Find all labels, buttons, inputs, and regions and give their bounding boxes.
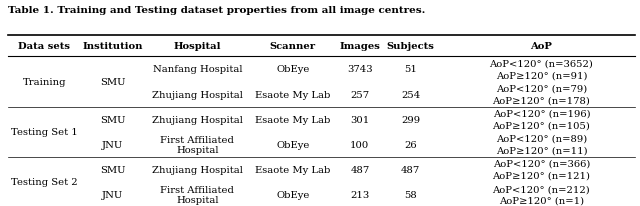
Text: AoP<120° (n=212): AoP<120° (n=212) — [493, 184, 590, 193]
Text: 487: 487 — [350, 165, 369, 174]
Text: ObEye: ObEye — [276, 190, 310, 199]
Text: Nanfang Hospital: Nanfang Hospital — [152, 65, 242, 74]
Text: 51: 51 — [404, 65, 417, 74]
Text: Zhujiang Hospital: Zhujiang Hospital — [152, 90, 243, 99]
Text: First Affiliated
Hospital: First Affiliated Hospital — [161, 135, 234, 154]
Text: Data sets: Data sets — [19, 42, 70, 51]
Text: AoP: AoP — [531, 42, 552, 51]
Text: 3743: 3743 — [347, 65, 372, 74]
Text: AoP<120° (n=89): AoP<120° (n=89) — [496, 134, 587, 143]
Text: AoP<120° (n=196): AoP<120° (n=196) — [493, 109, 590, 118]
Text: Training: Training — [22, 78, 66, 87]
Text: ObEye: ObEye — [276, 140, 310, 149]
Text: JNU: JNU — [102, 190, 124, 199]
Text: Scanner: Scanner — [270, 42, 316, 51]
Text: Hospital: Hospital — [173, 42, 221, 51]
Text: AoP<120° (n=366): AoP<120° (n=366) — [493, 159, 590, 168]
Text: 299: 299 — [401, 115, 420, 124]
Text: 58: 58 — [404, 190, 417, 199]
Text: AoP≥120° (n=1): AoP≥120° (n=1) — [499, 196, 584, 205]
Text: AoP≥120° (n=91): AoP≥120° (n=91) — [496, 71, 587, 80]
Text: AoP≥120° (n=105): AoP≥120° (n=105) — [493, 121, 590, 130]
Text: SMU: SMU — [100, 165, 125, 174]
Text: Images: Images — [339, 42, 380, 51]
Text: 257: 257 — [350, 90, 369, 99]
Text: First Affiliated
Hospital: First Affiliated Hospital — [161, 185, 234, 204]
Text: Testing Set 1: Testing Set 1 — [11, 128, 78, 137]
Text: Table 1. Training and Testing dataset properties from all image centres.: Table 1. Training and Testing dataset pr… — [8, 6, 425, 15]
Text: Esaote My Lab: Esaote My Lab — [255, 165, 331, 174]
Text: Esaote My Lab: Esaote My Lab — [255, 90, 331, 99]
Text: Esaote My Lab: Esaote My Lab — [255, 115, 331, 124]
Text: 100: 100 — [350, 140, 369, 149]
Text: 254: 254 — [401, 90, 420, 99]
Text: JNU: JNU — [102, 140, 124, 149]
Text: Institution: Institution — [83, 42, 143, 51]
Text: AoP≥120° (n=11): AoP≥120° (n=11) — [495, 146, 588, 155]
Text: AoP<120° (n=3652): AoP<120° (n=3652) — [490, 59, 593, 68]
Text: AoP≥120° (n=121): AoP≥120° (n=121) — [492, 171, 591, 180]
Text: 213: 213 — [350, 190, 369, 199]
Text: AoP<120° (n=79): AoP<120° (n=79) — [496, 84, 587, 93]
Text: Zhujiang Hospital: Zhujiang Hospital — [152, 115, 243, 124]
Text: SMU: SMU — [100, 115, 125, 124]
Text: Testing Set 2: Testing Set 2 — [11, 178, 77, 187]
Text: SMU: SMU — [100, 78, 125, 87]
Text: 301: 301 — [350, 115, 369, 124]
Text: ObEye: ObEye — [276, 65, 310, 74]
Text: 26: 26 — [404, 140, 417, 149]
Text: 487: 487 — [401, 165, 420, 174]
Text: Zhujiang Hospital: Zhujiang Hospital — [152, 165, 243, 174]
Text: Subjects: Subjects — [387, 42, 435, 51]
Text: AoP≥120° (n=178): AoP≥120° (n=178) — [493, 96, 590, 105]
